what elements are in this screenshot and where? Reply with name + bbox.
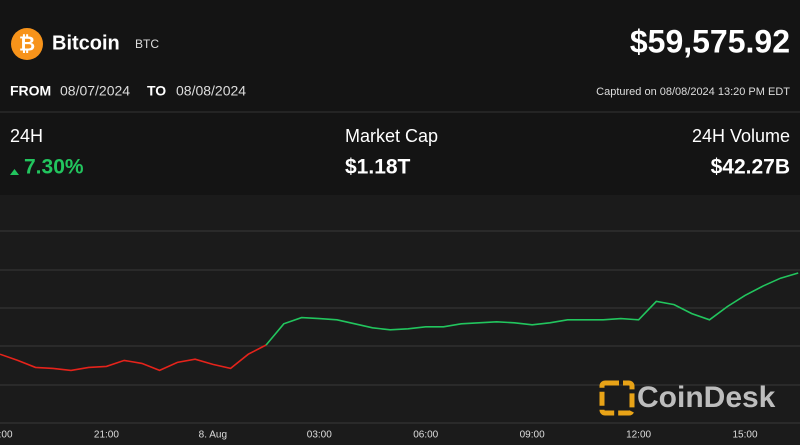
from-date: 08/07/2024 [60, 83, 130, 99]
up-arrow [10, 169, 19, 175]
watermark: CoinDesk [637, 381, 776, 414]
coin-symbol: BTC [135, 37, 159, 51]
stat-label: 24H Volume [692, 126, 790, 146]
x-tick-label: 18:00 [0, 430, 13, 441]
x-tick-label: 09:00 [520, 430, 545, 441]
x-tick-label: 06:00 [413, 430, 438, 441]
grid [0, 230, 800, 424]
captured-time: Captured on 08/08/2024 13:20 PM EDT [596, 86, 790, 98]
to-label: TO [147, 83, 166, 99]
price-line [0, 344, 267, 372]
stat-value: $1.18T [345, 156, 411, 179]
x-tick-label: 21:00 [94, 430, 119, 441]
x-tick-label: 15:00 [732, 430, 757, 441]
x-tick-label: 12:00 [626, 430, 651, 441]
watermark-logo [599, 380, 635, 416]
x-tick-label: 8. Aug [199, 430, 227, 441]
bitcoin-icon [11, 28, 43, 60]
coin-name: Bitcoin [52, 32, 120, 54]
stat-label: Market Cap [345, 126, 438, 146]
price: $59,575.92 [630, 23, 790, 59]
stat-label: 24H [10, 126, 43, 146]
stat-value: 7.30% [24, 156, 84, 179]
logo-icon [599, 380, 635, 416]
price-line [265, 272, 799, 346]
x-tick-label: 03:00 [307, 430, 332, 441]
stat-value: $42.27B [711, 156, 790, 179]
bitcoin-icon-glyph: ₿ [19, 33, 35, 55]
plot [0, 272, 799, 372]
chart-area [0, 195, 800, 445]
from-label: FROM [10, 83, 51, 99]
to-date: 08/08/2024 [176, 83, 246, 99]
